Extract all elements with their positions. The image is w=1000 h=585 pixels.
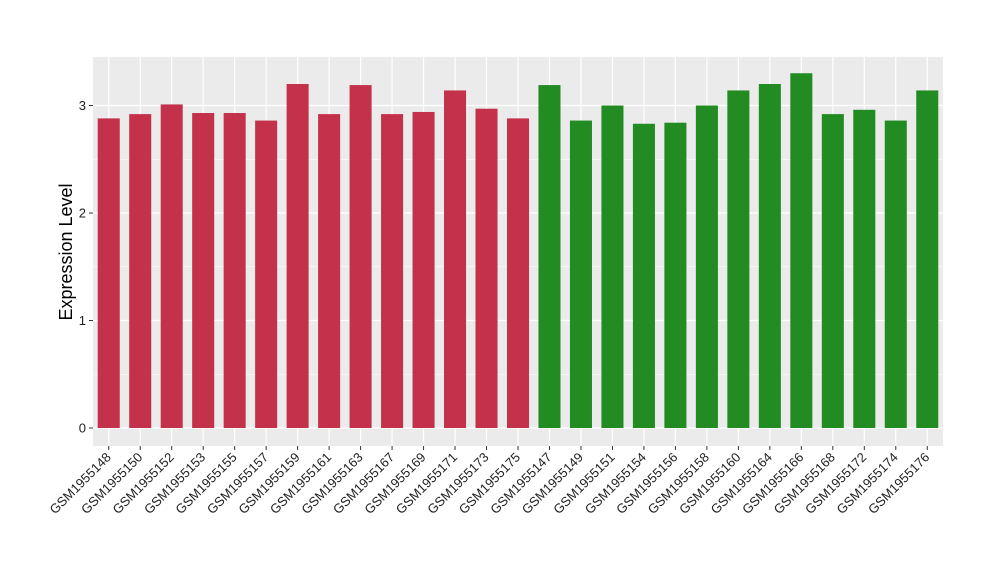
bar-GSM1955156 bbox=[664, 122, 687, 428]
x-axis: GSM1955148GSM1955150GSM1955152GSM1955153… bbox=[47, 446, 932, 517]
bar-GSM1955171 bbox=[444, 90, 467, 428]
bar-GSM1955149 bbox=[569, 120, 592, 429]
bar-GSM1955157 bbox=[255, 120, 278, 429]
bar-GSM1955166 bbox=[790, 73, 813, 428]
y-tick-label: 2 bbox=[79, 206, 86, 221]
bar-GSM1955159 bbox=[286, 84, 309, 428]
bar-GSM1955150 bbox=[129, 114, 152, 428]
y-tick-label: 3 bbox=[79, 98, 86, 113]
bar-GSM1955169 bbox=[412, 111, 435, 428]
bars bbox=[97, 73, 939, 429]
bar-GSM1955155 bbox=[223, 113, 246, 429]
bar-GSM1955176 bbox=[916, 90, 939, 428]
bar-GSM1955163 bbox=[349, 85, 372, 428]
bar-GSM1955148 bbox=[97, 118, 120, 429]
y-axis-title: Expression Level bbox=[56, 183, 76, 320]
bar-GSM1955174 bbox=[884, 120, 907, 429]
y-tick-label: 0 bbox=[79, 421, 86, 436]
bar-GSM1955158 bbox=[695, 105, 718, 428]
bar-GSM1955152 bbox=[160, 104, 183, 429]
bar-GSM1955173 bbox=[475, 108, 498, 428]
bar-GSM1955167 bbox=[381, 114, 404, 428]
bar-GSM1955168 bbox=[821, 114, 844, 428]
bar-GSM1955172 bbox=[853, 109, 876, 429]
bar-GSM1955160 bbox=[727, 90, 750, 428]
bar-GSM1955154 bbox=[632, 123, 655, 429]
bar-GSM1955164 bbox=[758, 84, 781, 428]
bar-GSM1955147 bbox=[538, 85, 561, 428]
bar-GSM1955175 bbox=[506, 118, 530, 429]
bar-GSM1955153 bbox=[192, 113, 215, 429]
bar-GSM1955161 bbox=[318, 114, 341, 428]
y-axis: 0 1 2 3 bbox=[79, 98, 93, 436]
bar-GSM1955151 bbox=[601, 105, 624, 428]
y-tick-label: 1 bbox=[79, 313, 86, 328]
